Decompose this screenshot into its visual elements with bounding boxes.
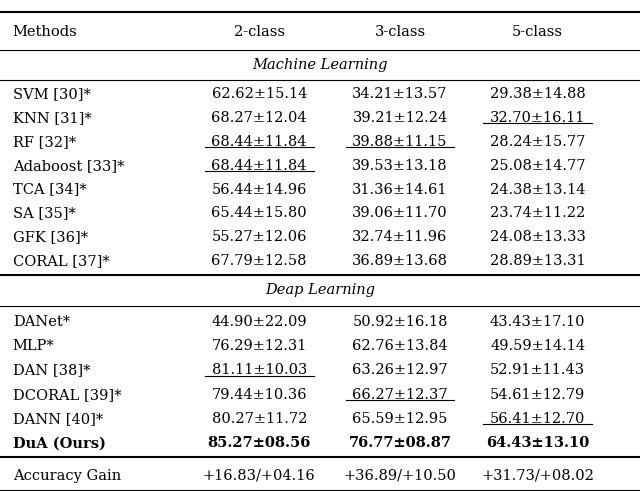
Text: 76.29±12.31: 76.29±12.31 [211, 339, 307, 353]
Text: 29.38±14.88: 29.38±14.88 [490, 87, 586, 101]
Text: 68.27±12.04: 68.27±12.04 [211, 111, 307, 125]
Text: 49.59±14.14: 49.59±14.14 [490, 339, 585, 353]
Text: 28.89±13.31: 28.89±13.31 [490, 254, 586, 268]
Text: 28.24±15.77: 28.24±15.77 [490, 135, 586, 149]
Text: 64.43±13.10: 64.43±13.10 [486, 436, 589, 450]
Text: 67.79±12.58: 67.79±12.58 [211, 254, 307, 268]
Text: 39.88±11.15: 39.88±11.15 [352, 135, 448, 149]
Text: 55.27±12.06: 55.27±12.06 [211, 230, 307, 244]
Text: 56.44±14.96: 56.44±14.96 [211, 183, 307, 196]
Text: GFK [36]*: GFK [36]* [13, 230, 88, 244]
Text: Adaboost [33]*: Adaboost [33]* [13, 159, 124, 173]
Text: 56.41±12.70: 56.41±12.70 [490, 412, 586, 426]
Text: DANN [40]*: DANN [40]* [13, 412, 103, 426]
Text: 39.21±12.24: 39.21±12.24 [353, 111, 447, 125]
Text: 63.26±12.97: 63.26±12.97 [352, 363, 448, 378]
Text: 25.08±14.77: 25.08±14.77 [490, 159, 586, 173]
Text: SVM [30]*: SVM [30]* [13, 87, 91, 101]
Text: SA [35]*: SA [35]* [13, 206, 76, 220]
Text: 24.08±13.33: 24.08±13.33 [490, 230, 586, 244]
Text: 62.62±15.14: 62.62±15.14 [211, 87, 307, 101]
Text: 44.90±22.09: 44.90±22.09 [211, 315, 307, 329]
Text: 68.44±11.84: 68.44±11.84 [211, 159, 307, 173]
Text: 2-class: 2-class [234, 25, 285, 39]
Text: DANet*: DANet* [13, 315, 70, 329]
Text: RF [32]*: RF [32]* [13, 135, 76, 149]
Text: CORAL [37]*: CORAL [37]* [13, 254, 109, 268]
Text: 62.76±13.84: 62.76±13.84 [352, 339, 448, 353]
Text: +36.89/+10.50: +36.89/+10.50 [344, 469, 456, 483]
Text: DuA (Ours): DuA (Ours) [13, 436, 106, 450]
Text: Machine Learning: Machine Learning [252, 58, 388, 72]
Text: DCORAL [39]*: DCORAL [39]* [13, 388, 122, 402]
Text: Deap Learning: Deap Learning [265, 283, 375, 298]
Text: 43.43±17.10: 43.43±17.10 [490, 315, 586, 329]
Text: 39.53±13.18: 39.53±13.18 [352, 159, 448, 173]
Text: 50.92±16.18: 50.92±16.18 [352, 315, 448, 329]
Text: 32.70±16.11: 32.70±16.11 [490, 111, 586, 125]
Text: 34.21±13.57: 34.21±13.57 [352, 87, 448, 101]
Text: TCA [34]*: TCA [34]* [13, 183, 86, 196]
Text: 65.44±15.80: 65.44±15.80 [211, 206, 307, 220]
Text: 39.06±11.70: 39.06±11.70 [352, 206, 448, 220]
Text: 81.11±10.03: 81.11±10.03 [211, 363, 307, 378]
Text: 85.27±08.56: 85.27±08.56 [207, 436, 311, 450]
Text: +31.73/+08.02: +31.73/+08.02 [481, 469, 594, 483]
Text: Methods: Methods [13, 25, 77, 39]
Text: 32.74±11.96: 32.74±11.96 [352, 230, 448, 244]
Text: 66.27±12.37: 66.27±12.37 [352, 388, 448, 402]
Text: 5-class: 5-class [512, 25, 563, 39]
Text: MLP*: MLP* [13, 339, 54, 353]
Text: 68.44±11.84: 68.44±11.84 [211, 135, 307, 149]
Text: 76.77±08.87: 76.77±08.87 [349, 436, 451, 450]
Text: 52.91±11.43: 52.91±11.43 [490, 363, 585, 378]
Text: Accuracy Gain: Accuracy Gain [13, 469, 121, 483]
Text: 36.89±13.68: 36.89±13.68 [352, 254, 448, 268]
Text: DAN [38]*: DAN [38]* [13, 363, 90, 378]
Text: 24.38±13.14: 24.38±13.14 [490, 183, 586, 196]
Text: KNN [31]*: KNN [31]* [13, 111, 92, 125]
Text: 65.59±12.95: 65.59±12.95 [352, 412, 448, 426]
Text: 54.61±12.79: 54.61±12.79 [490, 388, 585, 402]
Text: 3-class: 3-class [374, 25, 426, 39]
Text: 23.74±11.22: 23.74±11.22 [490, 206, 585, 220]
Text: 79.44±10.36: 79.44±10.36 [211, 388, 307, 402]
Text: +16.83/+04.16: +16.83/+04.16 [203, 469, 316, 483]
Text: 31.36±14.61: 31.36±14.61 [352, 183, 448, 196]
Text: 80.27±11.72: 80.27±11.72 [211, 412, 307, 426]
